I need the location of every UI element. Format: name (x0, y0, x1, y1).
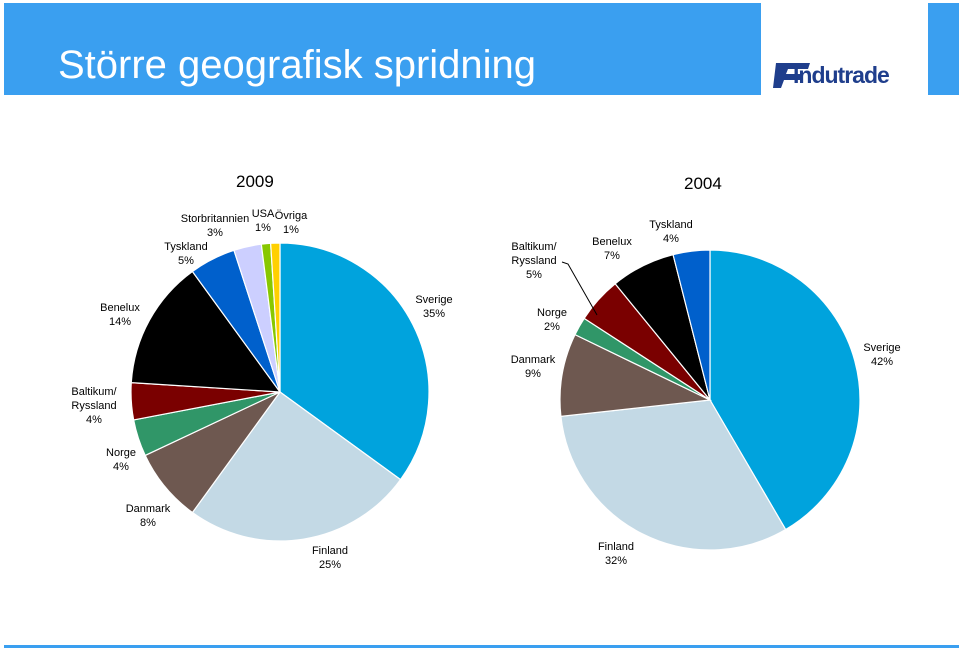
logo-area: Indutrade (763, 3, 926, 95)
pie-slice-2009-ovriga (270, 242, 281, 393)
page-title: Större geografisk spridning (58, 43, 537, 87)
banner-strip (928, 3, 959, 95)
pie-slice-2009-benelux (130, 270, 282, 393)
slice-label-2004-sverige: Sverige 42% (863, 342, 900, 368)
slice-label-2004-tyskland: Tyskland 4% (649, 219, 692, 245)
pie-slice-2004-danmark (559, 333, 713, 417)
slice-label-2009-danmark: Danmark 8% (126, 503, 171, 529)
slice-label-2009-tyskland: Tyskland 5% (164, 241, 207, 267)
slice-label-2009-usa: USA 1% (252, 208, 275, 234)
bottom-rule (4, 645, 959, 648)
pie-slice-2004-tyskland (672, 249, 711, 401)
slice-label-2004-norge: Norge 2% (537, 307, 567, 333)
slice-label-2009-storbritannien: Storbritannien 3% (181, 213, 250, 239)
title-banner: Större geografisk spridning (4, 3, 761, 95)
logo-text: Indutrade (793, 62, 890, 88)
chart-title-2009: 2009 (236, 172, 274, 191)
slice-label-2009-sverige: Sverige 35% (415, 294, 452, 320)
slice-label-2009-baltikum-ryssland: Baltikum/Ryssland 4% (71, 386, 117, 426)
pie-slice-2004-finland (560, 399, 787, 551)
slice-label-2004-danmark: Danmark 9% (511, 354, 556, 380)
slice-label-2004-benelux: Benelux 7% (592, 236, 632, 262)
slice-label-2009-ovriga: Övriga 1% (275, 210, 308, 236)
slice-label-2009-norge: Norge 4% (106, 447, 136, 473)
pie-slice-2004-sverige (709, 249, 861, 531)
slice-label-2009-finland: Finland 25% (312, 545, 348, 571)
leader-line-2004-0 (561, 261, 598, 316)
slice-label-2009-benelux: Benelux 14% (100, 302, 140, 328)
slice-label-2004-baltikum-ryssland: Baltikum/Ryssland 5% (511, 241, 557, 281)
chart-title-2004: 2004 (684, 174, 722, 193)
pie-slice-2009-finland (191, 391, 402, 542)
pie-slice-2009-sverige (279, 242, 430, 481)
slice-label-2004-finland: Finland 32% (598, 541, 634, 567)
logo-mark-icon (773, 63, 810, 88)
